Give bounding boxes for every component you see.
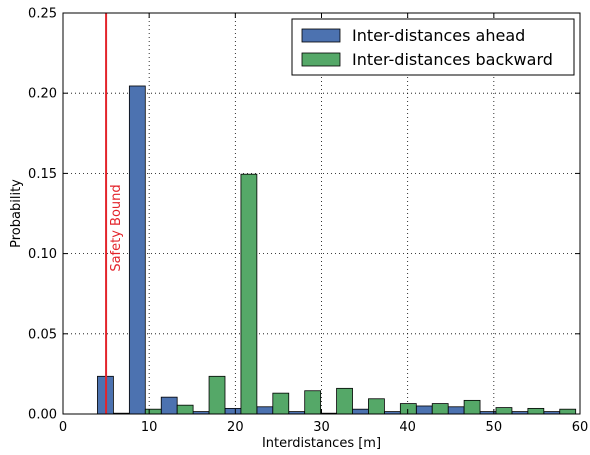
x-tick-label: 40 [399,420,416,435]
bar-backward [559,408,577,415]
y-tick-label: 0.10 [28,247,57,262]
x-tick-label: 20 [227,420,244,435]
y-tick-label: 0.15 [28,167,57,182]
bar-backward [240,173,258,415]
y-axis-label: Probability [9,179,24,248]
x-axis-label: Interdistances [m] [262,436,381,451]
bar-backward [495,407,513,415]
legend-swatch [301,28,341,43]
y-tick-label: 0.25 [28,7,57,22]
ticks: 0 10 20 30 40 50 60 0.00 0.05 0.10 0.15 0.20 0.25 [28,7,588,436]
y-tick-label: 0.20 [28,87,57,102]
bar-backward [399,403,417,415]
bar-backward [144,408,162,415]
x-tick-label: 50 [486,420,503,435]
bar-backward [336,387,353,415]
bar-backward [463,399,481,415]
x-tick-label: 30 [313,420,330,435]
bar-ahead [256,406,274,415]
x-tick-label: 10 [141,420,158,435]
x-tick-label: 60 [572,420,589,435]
bar-backward [208,375,226,415]
safety-bound-group: Safety Bound [105,13,124,414]
bar-ahead [160,396,178,415]
bar-backward [431,403,449,415]
bar-backward [304,390,322,415]
safety-bound-label: Safety Bound [109,184,124,271]
bar-backward [527,407,545,415]
bars [97,85,577,415]
x-tick-label: 0 [59,420,67,435]
bar-ahead [415,405,433,415]
bar-ahead [352,408,369,415]
legend: Inter-distances ahead Inter-distances bac… [291,18,575,76]
bar-backward [368,398,385,415]
bar-ahead [224,407,242,415]
y-tick-label: 0.00 [28,408,57,423]
bar-backward [272,392,290,415]
legend-label: Inter-distances ahead [352,26,525,45]
legend-swatch [301,52,341,67]
bar-ahead [447,406,465,415]
legend-label: Inter-distances backward [352,50,553,69]
y-tick-label: 0.05 [28,327,57,342]
bar-ahead [128,85,146,415]
bar-backward [176,404,194,415]
